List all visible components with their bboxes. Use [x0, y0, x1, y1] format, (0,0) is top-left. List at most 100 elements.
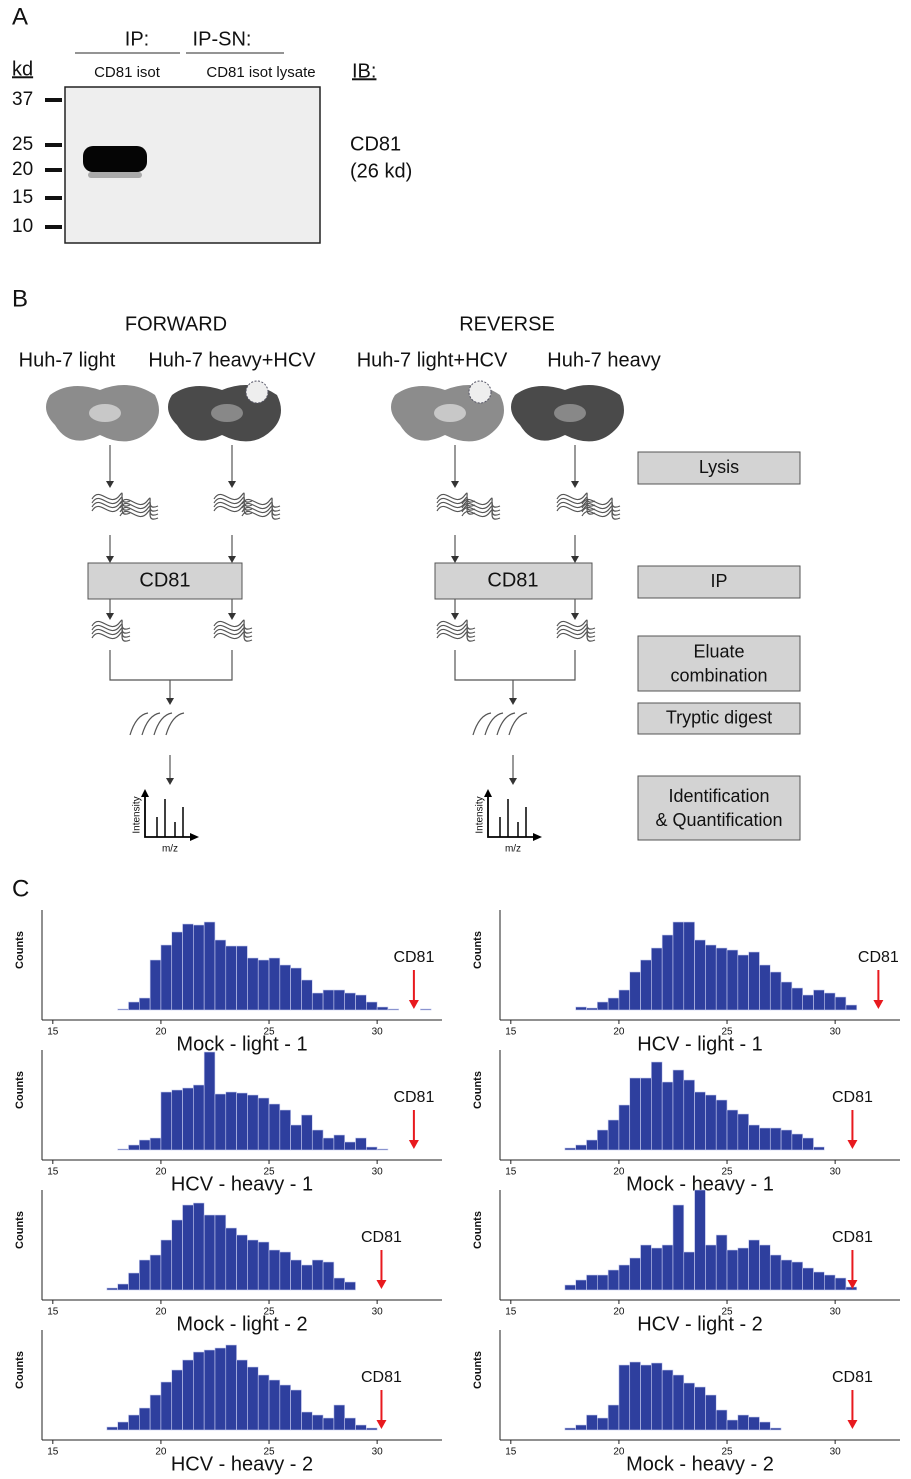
chart-title: HCV - heavy - 2	[171, 1453, 313, 1475]
bar	[139, 998, 150, 1010]
annotation: CD81	[361, 1369, 402, 1386]
bar	[118, 1149, 129, 1150]
bar	[576, 1007, 587, 1010]
annotation: CD81	[393, 949, 434, 966]
x-tick-label: 30	[830, 1307, 842, 1318]
bar	[641, 1245, 652, 1290]
bar	[597, 1002, 608, 1010]
bar	[565, 1428, 576, 1430]
sample: Huh-7 light	[19, 349, 116, 371]
bar	[759, 965, 770, 1010]
bar	[770, 972, 781, 1010]
direction: FORWARD	[125, 313, 227, 335]
combine	[110, 650, 232, 680]
band	[83, 146, 147, 172]
bar	[662, 935, 673, 1010]
x-tick-label: 15	[47, 1027, 59, 1038]
annotation: CD81	[832, 1229, 873, 1246]
bar	[247, 1240, 258, 1290]
bar	[781, 1260, 792, 1290]
bar	[377, 1007, 388, 1010]
x-tick-label: 20	[613, 1307, 625, 1318]
bar	[803, 1268, 814, 1290]
bar	[727, 1250, 738, 1290]
bar	[323, 1418, 334, 1430]
bar	[377, 1149, 388, 1150]
bar	[183, 1088, 194, 1150]
bar	[781, 1130, 792, 1150]
chart-title: HCV - light - 2	[637, 1313, 763, 1335]
bar	[269, 1104, 280, 1150]
bar	[846, 1287, 857, 1290]
marker-tick	[45, 98, 62, 102]
bar	[345, 993, 356, 1010]
marker-label: 10	[12, 216, 33, 237]
bar	[345, 1418, 356, 1430]
marker-label: 37	[12, 89, 33, 110]
x-tick-label: 20	[155, 1307, 167, 1318]
bar	[323, 1262, 334, 1290]
bar	[727, 1420, 738, 1430]
bar	[759, 1245, 770, 1290]
bar	[586, 1008, 597, 1010]
bar	[673, 922, 684, 1010]
arrow-head	[106, 481, 114, 488]
x-tick-label: 20	[613, 1167, 625, 1178]
panel-label: A	[12, 3, 28, 30]
nucleus	[554, 404, 586, 422]
bar	[673, 1375, 684, 1430]
x-tick-label: 15	[47, 1307, 59, 1318]
ip-box-label: CD81	[487, 569, 538, 591]
bar	[258, 960, 269, 1010]
bar	[608, 1120, 619, 1150]
bar	[565, 1148, 576, 1150]
bar	[301, 1115, 312, 1150]
bar	[749, 1125, 760, 1150]
bar	[356, 995, 367, 1010]
arrow-head	[228, 556, 236, 563]
arrow-head	[228, 481, 236, 488]
ip-label: IP:	[125, 28, 149, 50]
bar	[630, 1078, 641, 1150]
bar	[608, 998, 619, 1010]
combine	[455, 650, 575, 680]
x-tick-label: 30	[372, 1307, 384, 1318]
bar	[280, 1385, 291, 1430]
y-axis-label: Counts	[472, 1211, 484, 1249]
bar	[193, 925, 204, 1010]
y-axis-label: Counts	[472, 931, 484, 969]
protein	[437, 493, 475, 502]
bar	[749, 1240, 760, 1290]
bar	[630, 1258, 641, 1290]
bar	[792, 988, 803, 1010]
y-axis-label: Counts	[472, 1351, 484, 1389]
annotation: CD81	[832, 1089, 873, 1106]
ax-head	[484, 789, 542, 841]
bar	[323, 1138, 334, 1150]
bar	[291, 1125, 302, 1150]
x-tick-label: 15	[505, 1027, 517, 1038]
bar	[258, 1098, 269, 1150]
bar	[258, 1242, 269, 1290]
bar	[204, 1052, 215, 1150]
bar	[576, 1145, 587, 1150]
bar	[301, 980, 312, 1010]
bar	[597, 1130, 608, 1150]
bar	[770, 1428, 781, 1430]
bar	[641, 1365, 652, 1430]
arrow-head	[106, 613, 114, 620]
bar	[630, 972, 641, 1010]
bar	[651, 948, 662, 1010]
bar	[619, 1265, 630, 1290]
bar	[630, 1362, 641, 1430]
bar	[792, 1262, 803, 1290]
sample: Huh-7 heavy	[547, 349, 660, 371]
protein	[557, 620, 595, 629]
bar	[247, 1367, 258, 1430]
protein	[214, 493, 252, 502]
bar	[586, 1140, 597, 1150]
bar	[727, 950, 738, 1010]
bar	[345, 1282, 356, 1290]
bar	[150, 1255, 161, 1290]
annotation-head	[873, 1000, 883, 1009]
